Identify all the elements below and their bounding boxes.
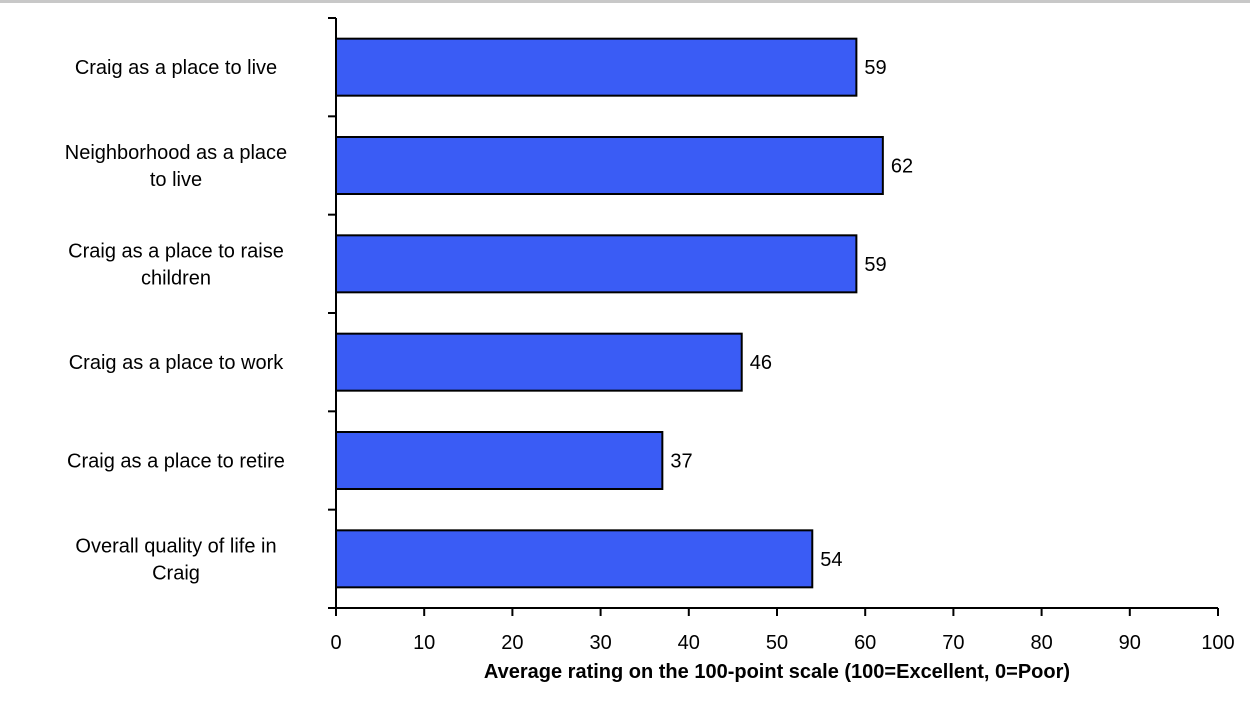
x-tick-label-6: 60: [854, 632, 876, 654]
data-label-3: 46: [750, 352, 772, 374]
data-label-4: 37: [670, 451, 692, 473]
x-tick-label-3: 30: [589, 632, 611, 654]
category-label-5-line-1: Craig: [152, 562, 200, 584]
x-tick-label-2: 20: [501, 632, 523, 654]
category-label-3: Craig as a place to work: [69, 352, 285, 374]
x-tick-label-5: 50: [766, 632, 788, 654]
x-tick-label-1: 10: [413, 632, 435, 654]
data-label-1: 62: [891, 156, 913, 178]
bars-layer: [335, 37, 884, 589]
top-rule: [0, 0, 1250, 3]
bar-1: [335, 136, 884, 195]
labels-layer: 59 Craig as a place to live 62 Neighborhood…: [65, 57, 1235, 654]
x-tick-label-9: 90: [1119, 632, 1141, 654]
x-tick-label-4: 40: [678, 632, 700, 654]
category-label-4: Craig as a place to retire: [67, 451, 285, 473]
bar-5: [335, 529, 814, 589]
category-label-2-line-1: children: [141, 267, 211, 289]
bar-0: [335, 37, 858, 97]
data-label-2: 59: [864, 254, 886, 276]
bar-3: [335, 332, 743, 392]
x-axis-title: Average rating on the 100-point scale (1…: [484, 661, 1070, 683]
bar-4: [335, 431, 664, 490]
category-label-1-line-1: to live: [150, 169, 202, 191]
category-label-0: Craig as a place to live: [75, 57, 277, 79]
x-tick-label-10: 100: [1201, 632, 1234, 654]
x-tick-label-0: 0: [330, 632, 341, 654]
category-label-5-line-0: Overall quality of life in: [75, 535, 276, 557]
x-tick-label-8: 80: [1030, 632, 1052, 654]
category-label-2-line-0: Craig as a place to raise: [68, 240, 284, 262]
axes-layer: [328, 17, 1219, 616]
data-label-0: 59: [864, 57, 886, 79]
category-label-1-line-0: Neighborhood as a place: [65, 142, 287, 164]
data-label-5: 54: [820, 549, 842, 571]
x-tick-label-7: 70: [942, 632, 964, 654]
bar-2: [335, 234, 858, 294]
